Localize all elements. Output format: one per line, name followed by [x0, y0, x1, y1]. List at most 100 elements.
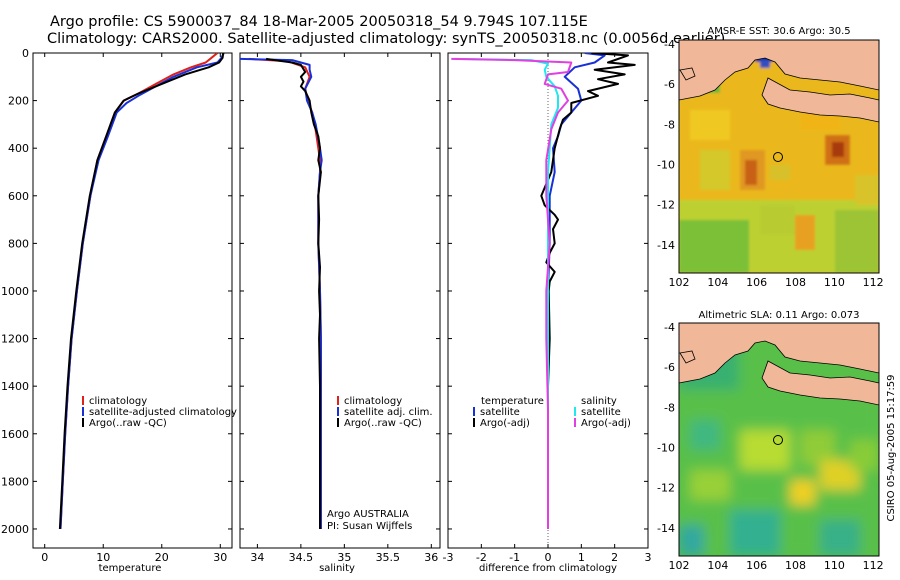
legend-label-argo: Argo(..raw -QC) — [344, 418, 422, 429]
legend-label-climatology: climatology — [344, 396, 402, 407]
sumatra-land — [679, 323, 879, 384]
generation-timestamp: CSIRO 05-Aug-2005 15:17:59 — [886, 374, 897, 521]
series-line-argo-raw-qc- — [58, 53, 225, 530]
y-tick-label: 0 — [22, 47, 29, 60]
sla-map-title: Altimetric SLA: 0.11 Argo: 0.073 — [699, 310, 860, 321]
y-tick-label: 2000 — [1, 523, 29, 536]
legend-label-temp-satellite: satellite — [480, 407, 520, 418]
salinity-legend: climatology satellite adj. clim. Argo(..… — [327, 396, 433, 532]
legend-label-satellite-adjusted: satellite-adjusted climatology — [89, 407, 237, 418]
x-tick-label: 35 — [337, 551, 351, 564]
map-y-tick-label: -12 — [657, 199, 675, 212]
map-y-tick-label: -4 — [664, 321, 675, 334]
x-tick-label: 2 — [611, 551, 618, 564]
x-tick-label: 1 — [578, 551, 585, 564]
figure-title-line2: Climatology: CARS2000. Satellite-adjuste… — [47, 31, 725, 47]
map-y-tick-label: -6 — [664, 361, 675, 374]
map-x-tick-label: 108 — [785, 276, 806, 289]
salinity-xlabel: salinity — [319, 563, 355, 574]
legend-temperature-title: temperature — [481, 396, 544, 407]
map-x-tick-label: 112 — [863, 559, 884, 572]
series-line-satellite-adjusted-climatology — [59, 53, 225, 530]
java-land — [761, 360, 879, 406]
salinity-panel-frame — [239, 52, 441, 549]
y-tick-label: 600 — [8, 190, 29, 203]
legend-label-sal-argo: Argo(-adj) — [581, 418, 631, 429]
map-x-tick-label: 106 — [746, 276, 767, 289]
y-tick-label: 400 — [8, 142, 29, 155]
sst-map-frame — [678, 39, 880, 274]
principal-investigator-label: PI: Susan Wijffels — [327, 521, 412, 532]
series-line-climatology — [59, 53, 219, 530]
legend-label-sal-satellite: satellite — [581, 407, 621, 418]
map-y-tick-label: -6 — [664, 78, 675, 91]
series-line-temperature-satellite — [547, 53, 606, 529]
legend-label-temp-argo: Argo(-adj) — [480, 418, 530, 429]
map-x-tick-label: 104 — [707, 276, 728, 289]
series-line-temperature-argo-adj- — [540, 53, 636, 529]
sla-argo-position-marker — [773, 435, 783, 445]
map-x-tick-label: 112 — [863, 276, 884, 289]
map-x-tick-label: 108 — [785, 559, 806, 572]
temperature-legend: climatology satellite-adjusted climatolo… — [82, 396, 237, 429]
map-x-tick-label: 104 — [707, 559, 728, 572]
series-line-salinity-satellite — [454, 57, 559, 529]
legend-label-satellite-adjusted: satellite adj. clim. — [344, 407, 433, 418]
difference-xlabel: difference from climatology — [479, 563, 617, 574]
x-tick-label: -3 — [443, 551, 454, 564]
map-y-tick-label: -10 — [657, 159, 675, 172]
legend-label-climatology: climatology — [89, 396, 147, 407]
series-line-climatology — [248, 57, 322, 529]
sst-map-title: AMSR-E SST: 30.6 Argo: 30.5 — [707, 26, 850, 37]
x-tick-label: 34 — [250, 551, 264, 564]
x-tick-label: 3 — [645, 551, 652, 564]
map-y-tick-label: -8 — [664, 401, 675, 414]
x-tick-label: 30 — [213, 551, 227, 564]
map-x-tick-label: 102 — [669, 276, 690, 289]
x-tick-label: 36 — [424, 551, 438, 564]
map-y-tick-label: -14 — [657, 239, 675, 252]
x-tick-label: 20 — [155, 551, 169, 564]
legend-label-argo: Argo(..raw -QC) — [89, 418, 167, 429]
salinity-plot-area — [240, 57, 323, 529]
java-land — [761, 77, 879, 123]
map-y-tick-label: -4 — [664, 38, 675, 51]
island-outline — [679, 67, 696, 81]
map-y-tick-label: -14 — [657, 522, 675, 535]
y-tick-label: 1400 — [1, 380, 29, 393]
island-outline — [679, 350, 696, 364]
x-tick-label: 0 — [41, 551, 48, 564]
y-tick-label: 200 — [8, 95, 29, 108]
series-line-argo-raw-qc- — [265, 57, 322, 529]
temperature-xlabel: temperature — [99, 563, 162, 574]
y-tick-label: 1600 — [1, 428, 29, 441]
series-line-salinity-argo-adj- — [451, 57, 573, 529]
sst-argo-position-marker — [773, 152, 783, 162]
y-tick-label: 1000 — [1, 285, 29, 298]
temperature-panel-frame — [32, 52, 233, 549]
y-tick-label: 800 — [8, 237, 29, 250]
x-tick-label: 34.5 — [289, 551, 314, 564]
legend-salinity-title: salinity — [581, 396, 617, 407]
difference-plot-area — [451, 53, 636, 548]
y-tick-label: 1800 — [1, 475, 29, 488]
y-tick-label: 1200 — [1, 333, 29, 346]
sumatra-land — [679, 40, 879, 101]
map-y-tick-label: -8 — [664, 118, 675, 131]
sla-map-frame — [678, 322, 880, 557]
x-tick-label: -1 — [509, 551, 520, 564]
temperature-plot-area — [58, 53, 225, 530]
sla-map — [679, 323, 879, 556]
series-line-satellite-adj-clim- — [240, 57, 323, 529]
x-tick-label: 35.5 — [376, 551, 401, 564]
x-tick-label: 10 — [96, 551, 110, 564]
map-x-tick-label: 102 — [669, 559, 690, 572]
argo-program-label: Argo AUSTRALIA — [327, 509, 409, 520]
map-x-tick-label: 110 — [824, 276, 845, 289]
map-y-tick-label: -12 — [657, 482, 675, 495]
difference-legend: temperature satellite Argo(-adj) salinit… — [473, 396, 631, 429]
x-tick-label: -2 — [476, 551, 487, 564]
map-x-tick-label: 106 — [746, 559, 767, 572]
x-tick-label: 0 — [545, 551, 552, 564]
